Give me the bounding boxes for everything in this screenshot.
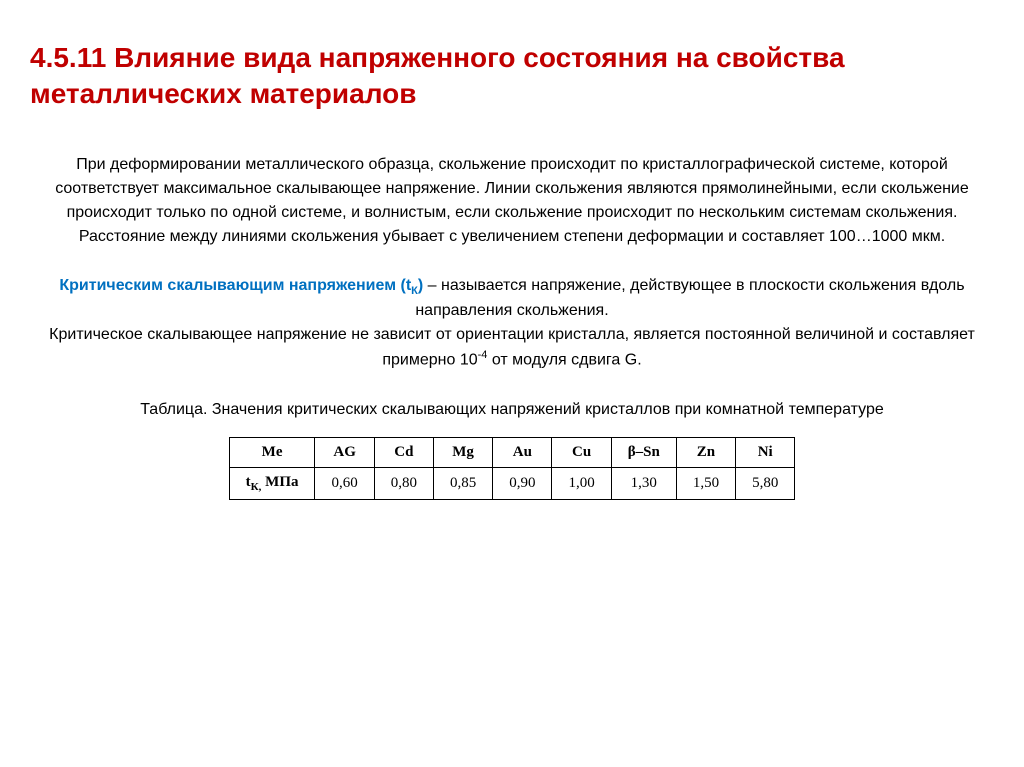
table-data-cell: 0,90	[493, 467, 552, 499]
table-data-cell: 1,00	[552, 467, 611, 499]
data-table: Me AG Cd Mg Au Cu β–Sn Zn Ni tК, МПа 0,6…	[229, 437, 796, 500]
table-data-cell: 0,60	[315, 467, 374, 499]
paragraph-1: При деформировании металлического образц…	[30, 153, 994, 249]
definition-superscript: -4	[478, 349, 488, 361]
table-data-cell: 0,80	[374, 467, 433, 499]
row-label-sub: К,	[251, 481, 262, 493]
table-row-label: tК, МПа	[229, 467, 315, 499]
table-header-cell: Zn	[676, 437, 735, 467]
term-text: Критическим скалывающим напряжением (t	[59, 277, 411, 294]
table-data-cell: 1,30	[611, 467, 676, 499]
table-caption: Таблица. Значения критических скалывающи…	[30, 398, 994, 422]
table-header-cell: Mg	[433, 437, 492, 467]
term-subscript: К	[411, 285, 418, 297]
row-label-suffix: МПа	[261, 474, 298, 490]
table-data-cell: 5,80	[736, 467, 795, 499]
table-header-cell: Cd	[374, 437, 433, 467]
section-title: 4.5.11 Влияние вида напряженного состоян…	[30, 40, 994, 113]
table-header-row: Me AG Cd Mg Au Cu β–Sn Zn Ni	[229, 437, 795, 467]
table-data-cell: 0,85	[433, 467, 492, 499]
table-header-label: Me	[229, 437, 315, 467]
table-header-cell: Au	[493, 437, 552, 467]
table-header-cell: Ni	[736, 437, 795, 467]
table-data-cell: 1,50	[676, 467, 735, 499]
definition-text-2b: от модуля сдвига G.	[487, 352, 641, 369]
table-data-row: tК, МПа 0,60 0,80 0,85 0,90 1,00 1,30 1,…	[229, 467, 795, 499]
term-label: Критическим скалывающим напряжением (tК)	[59, 277, 423, 294]
table-header-cell: β–Sn	[611, 437, 676, 467]
table-header-cell: AG	[315, 437, 374, 467]
table-header-cell: Cu	[552, 437, 611, 467]
definition-text-1: – называется напряжение, действующее в п…	[415, 277, 964, 320]
definition-paragraph: Критическим скалывающим напряжением (tК)…	[30, 274, 994, 373]
